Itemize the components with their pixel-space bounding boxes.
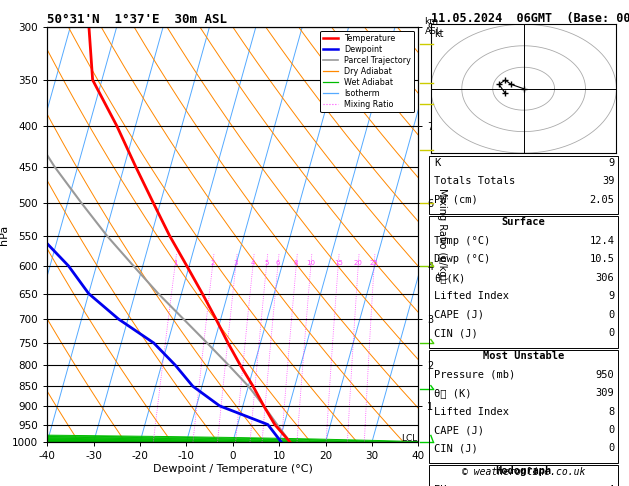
Legend: Temperature, Dewpoint, Parcel Trajectory, Dry Adiabat, Wet Adiabat, Isotherm, Mi: Temperature, Dewpoint, Parcel Trajectory… — [320, 31, 415, 112]
Text: 0: 0 — [608, 310, 615, 320]
Text: Most Unstable: Most Unstable — [482, 351, 564, 361]
Text: 0: 0 — [608, 443, 615, 453]
Text: 11.05.2024  06GMT  (Base: 00): 11.05.2024 06GMT (Base: 00) — [431, 12, 629, 25]
Text: 9: 9 — [608, 157, 615, 168]
Text: CIN (J): CIN (J) — [434, 328, 478, 338]
Text: 8: 8 — [608, 406, 615, 417]
Text: θᴄ (K): θᴄ (K) — [434, 388, 472, 398]
Text: 8: 8 — [294, 260, 298, 266]
Text: Dewp (°C): Dewp (°C) — [434, 254, 490, 264]
Y-axis label: hPa: hPa — [0, 225, 9, 244]
Text: 306: 306 — [596, 273, 615, 283]
Text: Surface: Surface — [501, 217, 545, 227]
Text: 2: 2 — [210, 260, 214, 266]
Text: LCL: LCL — [401, 434, 418, 443]
Text: CAPE (J): CAPE (J) — [434, 425, 484, 435]
Text: CIN (J): CIN (J) — [434, 443, 478, 453]
Text: 950: 950 — [596, 369, 615, 380]
Text: 5: 5 — [264, 260, 269, 266]
Text: 25: 25 — [370, 260, 379, 266]
X-axis label: Dewpoint / Temperature (°C): Dewpoint / Temperature (°C) — [153, 464, 313, 474]
Text: © weatheronline.co.uk: © weatheronline.co.uk — [462, 467, 585, 477]
Text: θᴄ(K): θᴄ(K) — [434, 273, 465, 283]
Text: 0: 0 — [608, 425, 615, 435]
Text: CAPE (J): CAPE (J) — [434, 310, 484, 320]
Text: km
ASL: km ASL — [425, 17, 442, 36]
Text: 39: 39 — [602, 176, 615, 186]
Text: 12.4: 12.4 — [589, 236, 615, 246]
Text: kt: kt — [435, 30, 444, 39]
Text: 6: 6 — [276, 260, 280, 266]
Text: 15: 15 — [334, 260, 343, 266]
Text: 50°31'N  1°37'E  30m ASL: 50°31'N 1°37'E 30m ASL — [47, 13, 227, 26]
Text: Hodograph: Hodograph — [495, 467, 552, 476]
Text: 9: 9 — [608, 291, 615, 301]
Text: Totals Totals: Totals Totals — [434, 176, 515, 186]
Text: 1: 1 — [173, 260, 177, 266]
Y-axis label: Mixing Ratio (g/kg): Mixing Ratio (g/kg) — [437, 189, 447, 280]
Text: K: K — [434, 157, 440, 168]
Text: Lifted Index: Lifted Index — [434, 291, 509, 301]
Text: 10: 10 — [306, 260, 315, 266]
Text: PW (cm): PW (cm) — [434, 194, 478, 205]
Text: 10.5: 10.5 — [589, 254, 615, 264]
Text: 3: 3 — [233, 260, 238, 266]
Text: 4: 4 — [251, 260, 255, 266]
Text: 2.05: 2.05 — [589, 194, 615, 205]
Text: 20: 20 — [353, 260, 363, 266]
Text: Pressure (mb): Pressure (mb) — [434, 369, 515, 380]
Text: Temp (°C): Temp (°C) — [434, 236, 490, 246]
Text: Lifted Index: Lifted Index — [434, 406, 509, 417]
Text: 0: 0 — [608, 328, 615, 338]
Text: EH: EH — [434, 485, 447, 486]
Text: 309: 309 — [596, 388, 615, 398]
Text: -4: -4 — [602, 485, 615, 486]
